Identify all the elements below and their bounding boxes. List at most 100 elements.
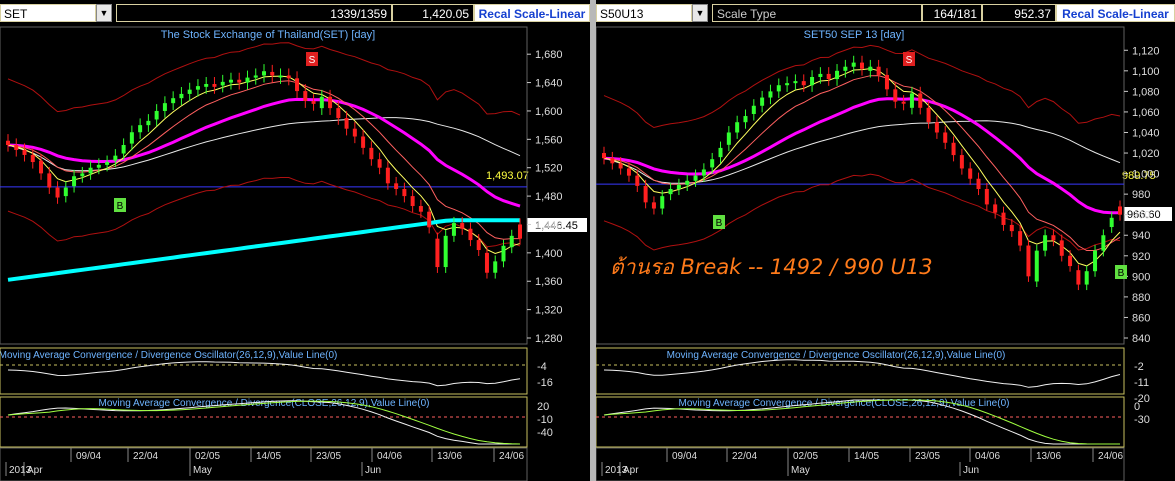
candle-body xyxy=(278,75,283,78)
last-price: 1,420.05 xyxy=(392,4,474,22)
set-chart-pane: SET ▼ 1339/1359 1,420.05 Recal Scale-Lin… xyxy=(0,0,590,481)
candle-body xyxy=(72,176,77,187)
date-tick-label: 13/06 xyxy=(437,451,462,462)
macd-tick-label: -30 xyxy=(1134,414,1150,426)
candle-body xyxy=(311,101,316,104)
set-chart-canvas[interactable]: The Stock Exchange of Thailand(SET) [day… xyxy=(0,0,590,481)
date-tick-label: 09/04 xyxy=(672,451,697,462)
symbol-field[interactable]: S50U13 xyxy=(596,4,692,22)
price-tick-label: 1,280 xyxy=(535,333,563,345)
candle-body xyxy=(460,223,465,229)
candle-body xyxy=(626,168,631,176)
upper-envelope-line xyxy=(7,42,521,116)
candle-body xyxy=(1018,231,1023,246)
price-tick-label: 1,000 xyxy=(1132,169,1160,181)
price-tick-label: 920 xyxy=(1132,251,1150,263)
osc-tick-label: -20 xyxy=(1134,393,1150,405)
upper-envelope-line xyxy=(603,44,1121,129)
candle-body xyxy=(984,189,989,205)
ma5-line xyxy=(603,68,1121,267)
symbol-dropdown[interactable]: ▼ xyxy=(692,4,708,22)
candle-body xyxy=(361,136,366,148)
ma200-line xyxy=(7,218,520,282)
macd-tick-label: 20 xyxy=(537,401,549,413)
candle-body xyxy=(286,75,291,79)
price-tag-bg xyxy=(527,218,587,232)
candle-body xyxy=(113,155,118,161)
candle-body xyxy=(651,202,656,209)
candle-body xyxy=(179,93,184,99)
osc-line xyxy=(7,361,521,387)
signal-marker xyxy=(114,198,126,212)
price-tick-label: 1,400 xyxy=(535,248,563,260)
pane-divider[interactable] xyxy=(590,0,596,481)
candle-body xyxy=(501,245,506,262)
candle-body xyxy=(369,147,374,160)
candle-body xyxy=(768,91,773,98)
candle-body xyxy=(245,77,250,83)
macd-line xyxy=(7,400,520,445)
candle-body xyxy=(810,76,815,86)
right-toolbar: S50U13 ▼ Scale Type 164/181 952.37 Recal… xyxy=(596,0,1175,24)
chart-title: SET50 SEP 13 [day] xyxy=(804,29,905,41)
candle-body xyxy=(427,211,432,228)
signal-label: S xyxy=(309,55,316,66)
price-tick-label: 1,100 xyxy=(1132,66,1160,78)
candle-body xyxy=(918,93,923,108)
candle-body xyxy=(518,224,522,239)
candle-body xyxy=(336,108,341,119)
date-tick-label: 22/04 xyxy=(133,451,158,462)
candle-body xyxy=(835,70,840,80)
candle-body xyxy=(868,66,873,71)
price-tick-label: 1,640 xyxy=(535,78,563,90)
candle-body xyxy=(776,85,781,92)
date-tick-label: 04/06 xyxy=(377,451,402,462)
candle-body xyxy=(270,71,275,76)
date-tick-label: 14/05 xyxy=(854,451,879,462)
macd-title: Moving Average Convergence / Divergence(… xyxy=(679,398,1010,409)
candle-body xyxy=(793,81,798,84)
lower-envelope-line xyxy=(7,177,521,248)
price-tag-hline: 989.75 xyxy=(1122,170,1156,182)
macd-panel-frame xyxy=(596,396,1125,448)
candle-body xyxy=(851,62,856,67)
candle-body xyxy=(676,184,681,189)
candle-body xyxy=(162,103,167,111)
candle-body xyxy=(435,238,440,268)
candle-body xyxy=(959,155,964,169)
candle-body xyxy=(1118,206,1122,215)
candle-body xyxy=(743,116,748,123)
candle-body xyxy=(195,86,200,90)
symbol-dropdown[interactable]: ▼ xyxy=(96,4,112,22)
candle-body xyxy=(701,169,706,176)
candle-body xyxy=(88,167,93,174)
candle-body xyxy=(860,62,864,69)
candle-body xyxy=(105,162,110,165)
month-tick-label: 2013 xyxy=(9,465,32,476)
month-tick-label: Apr xyxy=(623,465,639,476)
candle-body xyxy=(253,75,258,78)
candle-body xyxy=(451,223,456,236)
set50-chart-canvas[interactable]: SET50 SEP 13 [day] 989.75 966.60 ต้านรอ … xyxy=(596,0,1175,481)
candle-body xyxy=(493,261,498,273)
signal-marker xyxy=(903,52,915,66)
osc-panel-frame xyxy=(596,347,1125,395)
signal-label: B xyxy=(117,201,124,212)
price-tick-label: 1,020 xyxy=(1132,148,1160,160)
candle-body xyxy=(443,235,448,268)
date-axis-frame xyxy=(0,447,528,481)
recal-scale-button[interactable]: Recal Scale-Linear xyxy=(1056,4,1175,22)
price-tick-label: 880 xyxy=(1132,292,1150,304)
candle-body xyxy=(121,145,126,154)
candle-body xyxy=(6,140,10,146)
recal-scale-button[interactable]: Recal Scale-Linear xyxy=(474,4,590,22)
candle-body xyxy=(968,168,973,179)
osc-line xyxy=(603,359,1121,388)
candle-body xyxy=(171,98,176,104)
signal-marker xyxy=(306,52,318,66)
osc-tick-label: -16 xyxy=(537,377,553,389)
symbol-field[interactable]: SET xyxy=(0,4,96,22)
candle-body xyxy=(319,96,324,109)
candle-body xyxy=(1009,224,1014,232)
date-tick-label: 09/04 xyxy=(76,451,101,462)
